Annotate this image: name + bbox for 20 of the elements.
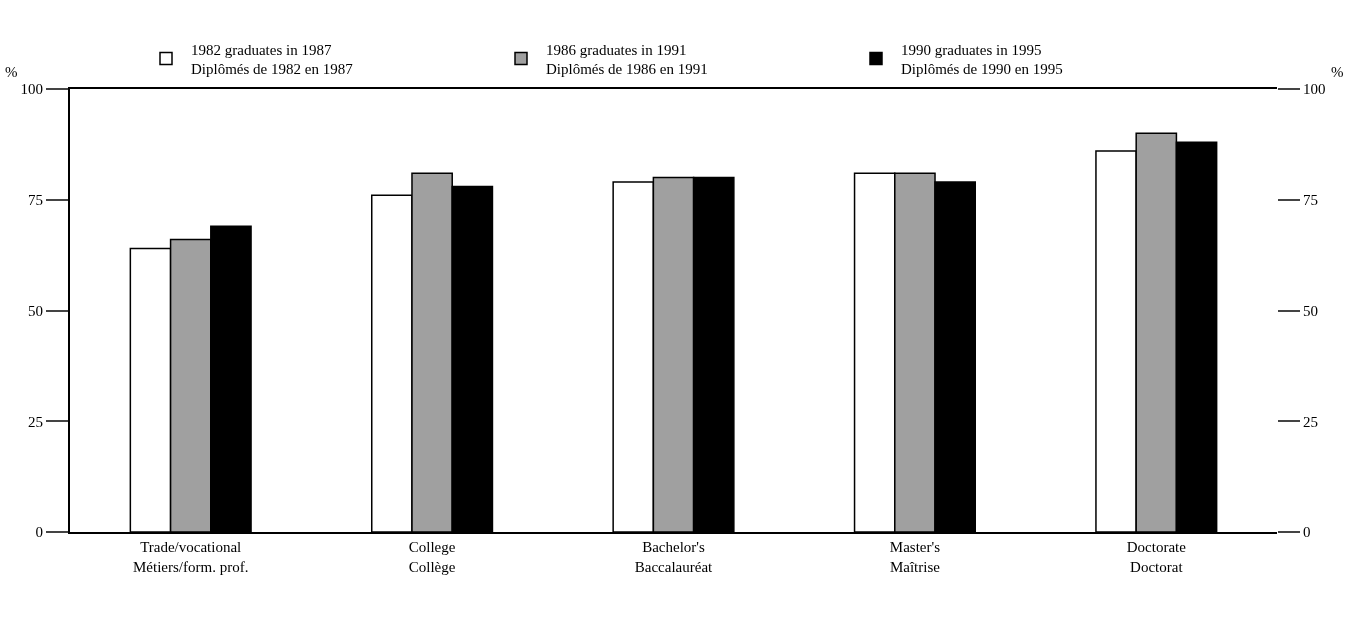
y2-tick-label: 25 xyxy=(1303,413,1318,430)
y2-tick-label: 100 xyxy=(1303,81,1326,98)
legend-label: 1982 graduates in 1987 Diplômés de 1982 en 1987 xyxy=(191,41,354,78)
y2-tick-label: 50 xyxy=(1303,302,1318,319)
legend-label: 1990 graduates in 1995 Diplômés de 1990 en 1995 xyxy=(901,41,1063,78)
y2-axis-title: % xyxy=(1331,64,1344,80)
x-tick-label: College Collège xyxy=(408,539,456,575)
x-tick-label: Trade/vocational Métiers/form. prof. xyxy=(133,539,249,575)
y-tick-label: 100 xyxy=(20,81,43,98)
y-tick-label: 0 xyxy=(35,524,43,541)
y2-tick-label: 0 xyxy=(1303,524,1311,541)
x-tick-label: Master's Maîtrise xyxy=(889,539,941,575)
y-axis-title: % xyxy=(5,64,18,80)
x-tick-label: Doctorate Doctorat xyxy=(1126,539,1187,575)
y-tick-label: 50 xyxy=(28,302,43,319)
y-tick-label: 75 xyxy=(28,192,43,208)
x-tick-label: Bachelor's Baccalauréat xyxy=(634,539,714,575)
y2-tick-label: 75 xyxy=(1303,192,1318,208)
y-tick-label: 25 xyxy=(28,413,43,430)
legend-label: 1986 graduates in 1991 Diplômés de 1986 en 1991 xyxy=(546,41,708,78)
